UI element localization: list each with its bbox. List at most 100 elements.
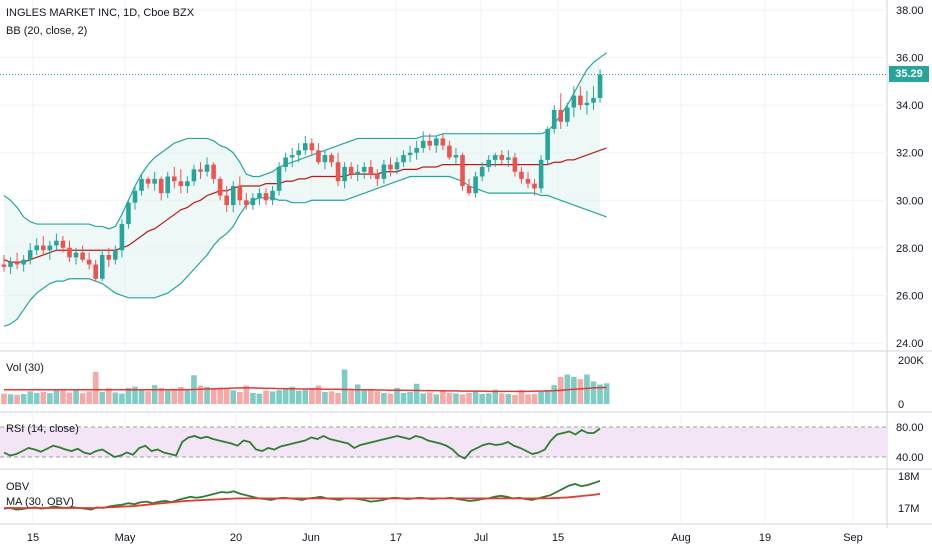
candle-body: [276, 166, 282, 191]
candle-body: [361, 166, 367, 172]
volume-bar: [361, 390, 368, 404]
volume-bar: [27, 391, 33, 404]
volume-bar: [119, 393, 125, 404]
candle-body: [257, 193, 262, 198]
candle-body: [145, 178, 151, 184]
bb-legend[interactable]: BB (20, close, 2): [6, 25, 88, 37]
volume-bar: [597, 384, 603, 404]
volume-bar: [499, 393, 505, 404]
candle-body: [394, 162, 400, 170]
candle-body: [388, 164, 393, 170]
volume-legend[interactable]: Vol (30): [6, 362, 44, 374]
price-tick-label: 30.00: [896, 195, 924, 207]
volume-bar: [295, 390, 302, 404]
candle-body: [322, 155, 328, 163]
volume-bar: [60, 390, 66, 404]
candle-body: [47, 245, 53, 251]
volume-bar: [492, 389, 499, 404]
candle-body: [73, 252, 79, 258]
volume-bar: [164, 390, 171, 404]
volume-bar: [7, 394, 14, 404]
candle-body: [486, 159, 491, 167]
bb-band-fill: [4, 57, 601, 327]
candle-body: [139, 178, 144, 191]
volume-bar: [250, 392, 256, 404]
volume-bar: [584, 374, 590, 404]
obv-legend[interactable]: OBV: [6, 481, 30, 493]
volume-bar: [40, 392, 47, 404]
volume-bar: [53, 390, 60, 404]
candle-body: [263, 193, 269, 201]
candle-body: [152, 178, 157, 184]
candle-body: [86, 259, 92, 265]
candle-body: [368, 166, 374, 175]
volume-bar: [73, 389, 79, 404]
volume-bar: [112, 392, 119, 404]
price-tick-label: 24.00: [896, 338, 924, 350]
candle-body: [506, 157, 511, 160]
obv-ma-legend[interactable]: MA (30, OBV): [6, 496, 74, 508]
candle-body: [283, 157, 288, 167]
rsi-line: [3, 427, 601, 460]
volume-bar: [243, 385, 250, 404]
candle-body: [132, 190, 138, 203]
time-tick-label: Sep: [843, 532, 863, 544]
candle-body: [466, 186, 472, 194]
volume-bar: [20, 394, 27, 404]
candle-body: [106, 254, 112, 260]
candle-body: [8, 262, 13, 267]
candle-body: [60, 240, 66, 248]
candle-body: [591, 98, 596, 103]
candle-body: [558, 109, 564, 122]
candle-body: [335, 162, 341, 182]
volume-bar: [33, 392, 40, 404]
candle-body: [381, 164, 387, 179]
candle-body: [512, 157, 518, 172]
candle-body: [54, 240, 59, 246]
volume-bar: [368, 389, 374, 404]
price-tick-label: 26.00: [896, 290, 924, 302]
volume-bar: [446, 392, 453, 404]
rsi-tick-label: 40.00: [896, 452, 924, 464]
candle-body: [34, 245, 40, 251]
rsi-legend[interactable]: RSI (14, close): [6, 423, 79, 435]
volume-tick-label: 200K: [898, 355, 924, 367]
volume-bar: [125, 387, 132, 404]
volume-ma-line: [4, 386, 607, 393]
volume-bar: [282, 389, 289, 404]
volume-bar: [47, 393, 53, 404]
obv-line: [3, 479, 601, 511]
volume-bar: [92, 371, 99, 404]
volume-bar: [132, 386, 138, 404]
candle-body: [14, 262, 20, 265]
volume-bar: [413, 383, 420, 404]
volume-bar: [590, 381, 597, 404]
volume-bar: [394, 387, 400, 404]
volume-bar: [145, 391, 151, 404]
candle-body: [21, 259, 26, 265]
candle-body: [244, 200, 249, 206]
volume-bar: [512, 394, 518, 404]
candle-body: [355, 171, 360, 175]
candle-body: [230, 186, 236, 206]
volume-bar: [453, 393, 459, 404]
candle-body: [329, 155, 334, 163]
volume-bar: [230, 390, 237, 404]
candle-body: [584, 102, 590, 106]
volume-bar: [210, 388, 217, 404]
candle-body: [191, 169, 197, 182]
volume-bar: [505, 393, 512, 404]
volume-bar: [354, 384, 361, 404]
obv-tick-label: 18M: [898, 471, 919, 483]
volume-bar: [440, 391, 446, 404]
volume-bar: [1, 393, 7, 404]
candle-body: [198, 169, 203, 172]
volume-bar: [577, 379, 584, 404]
volume-bar: [571, 376, 577, 404]
bb-upper-line: [3, 52, 607, 230]
candle-body: [545, 128, 550, 160]
volume-bar: [106, 388, 112, 404]
candle-body: [185, 181, 190, 187]
